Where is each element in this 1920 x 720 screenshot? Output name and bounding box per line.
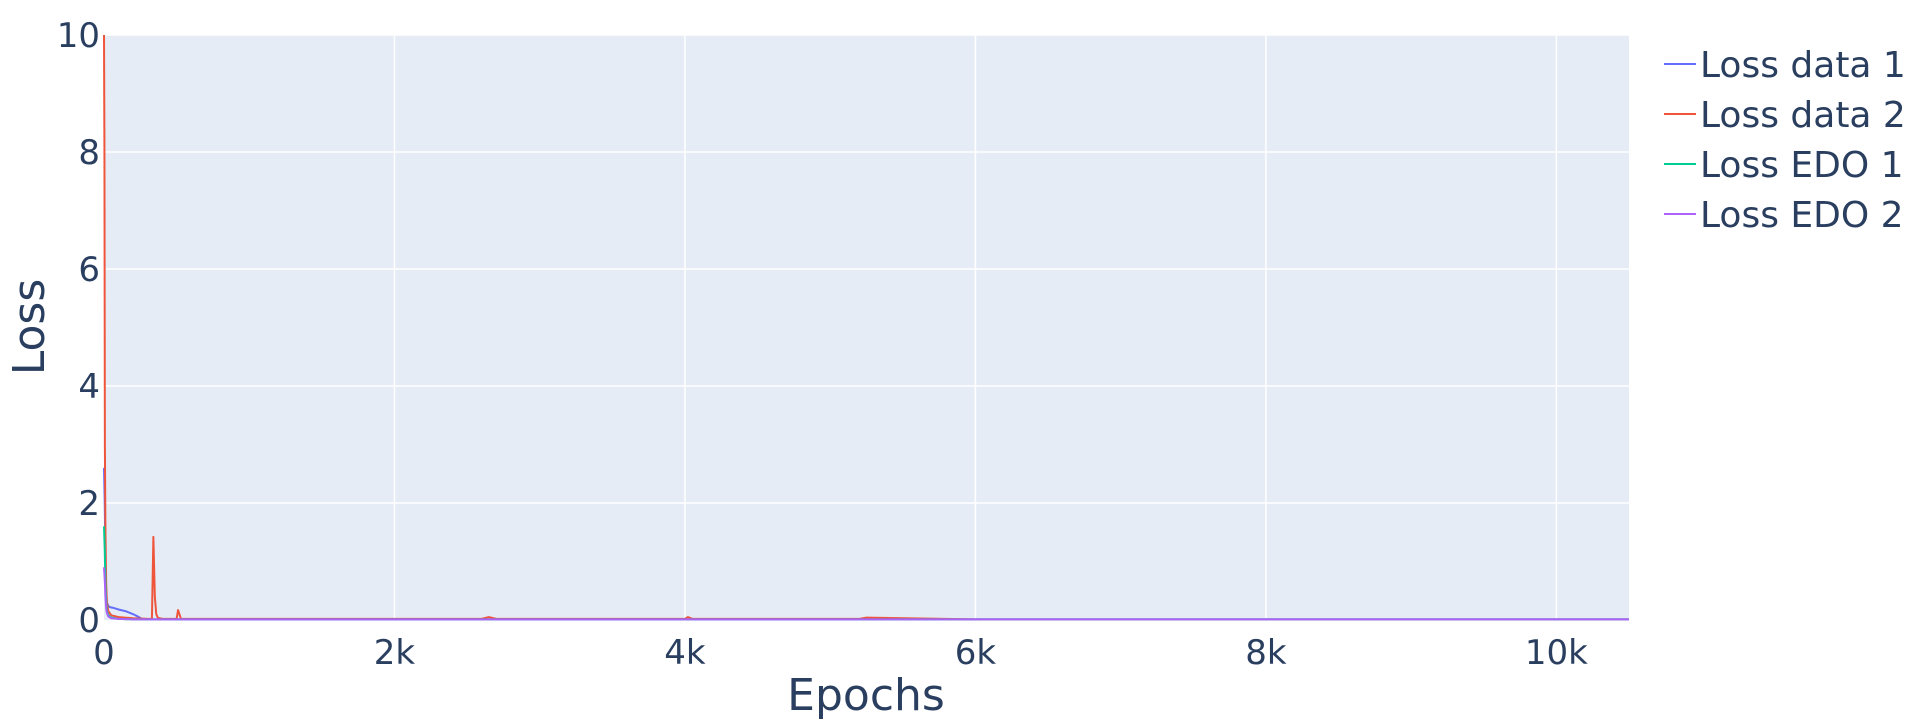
legend-item-3[interactable]: Loss EDO 1 [1664,145,1904,186]
legend: Loss data 1 Loss data 2 Loss EDO 1 Loss EDO… [1664,45,1906,236]
gridlines [104,34,1629,620]
x-tick-label-3: 6k [955,633,997,673]
y-tick-labels: 0 2 4 6 8 10 [57,16,100,641]
legend-label-4: Loss EDO 2 [1700,195,1904,236]
y-tick-label-5: 10 [57,16,100,56]
x-tick-labels: 0 2k 4k 6k 8k 10k [93,633,1588,673]
plot-background [104,35,1629,620]
legend-label-1: Loss data 1 [1700,45,1906,86]
y-tick-label-4: 8 [78,133,100,173]
y-tick-label-2: 4 [78,367,100,407]
x-tick-label-1: 2k [374,633,416,673]
series-line-4 [103,567,1629,621]
x-tick-label-5: 10k [1525,633,1588,673]
y-tick-label-1: 2 [78,484,100,524]
y-tick-label-3: 6 [78,250,100,290]
legend-label-3: Loss EDO 1 [1700,145,1904,186]
legend-item-4[interactable]: Loss EDO 2 [1664,195,1904,236]
y-axis-title: Loss [4,279,55,376]
x-tick-label-0: 0 [93,633,115,673]
series-layer [103,34,1629,621]
legend-item-1[interactable]: Loss data 1 [1664,45,1906,86]
x-tick-label-4: 8k [1245,633,1287,673]
legend-label-2: Loss data 2 [1700,95,1906,136]
legend-item-2[interactable]: Loss data 2 [1664,95,1906,136]
x-axis-title: Epochs [787,670,945,720]
x-tick-label-2: 4k [664,633,706,673]
y-tick-label-0: 0 [78,601,100,641]
